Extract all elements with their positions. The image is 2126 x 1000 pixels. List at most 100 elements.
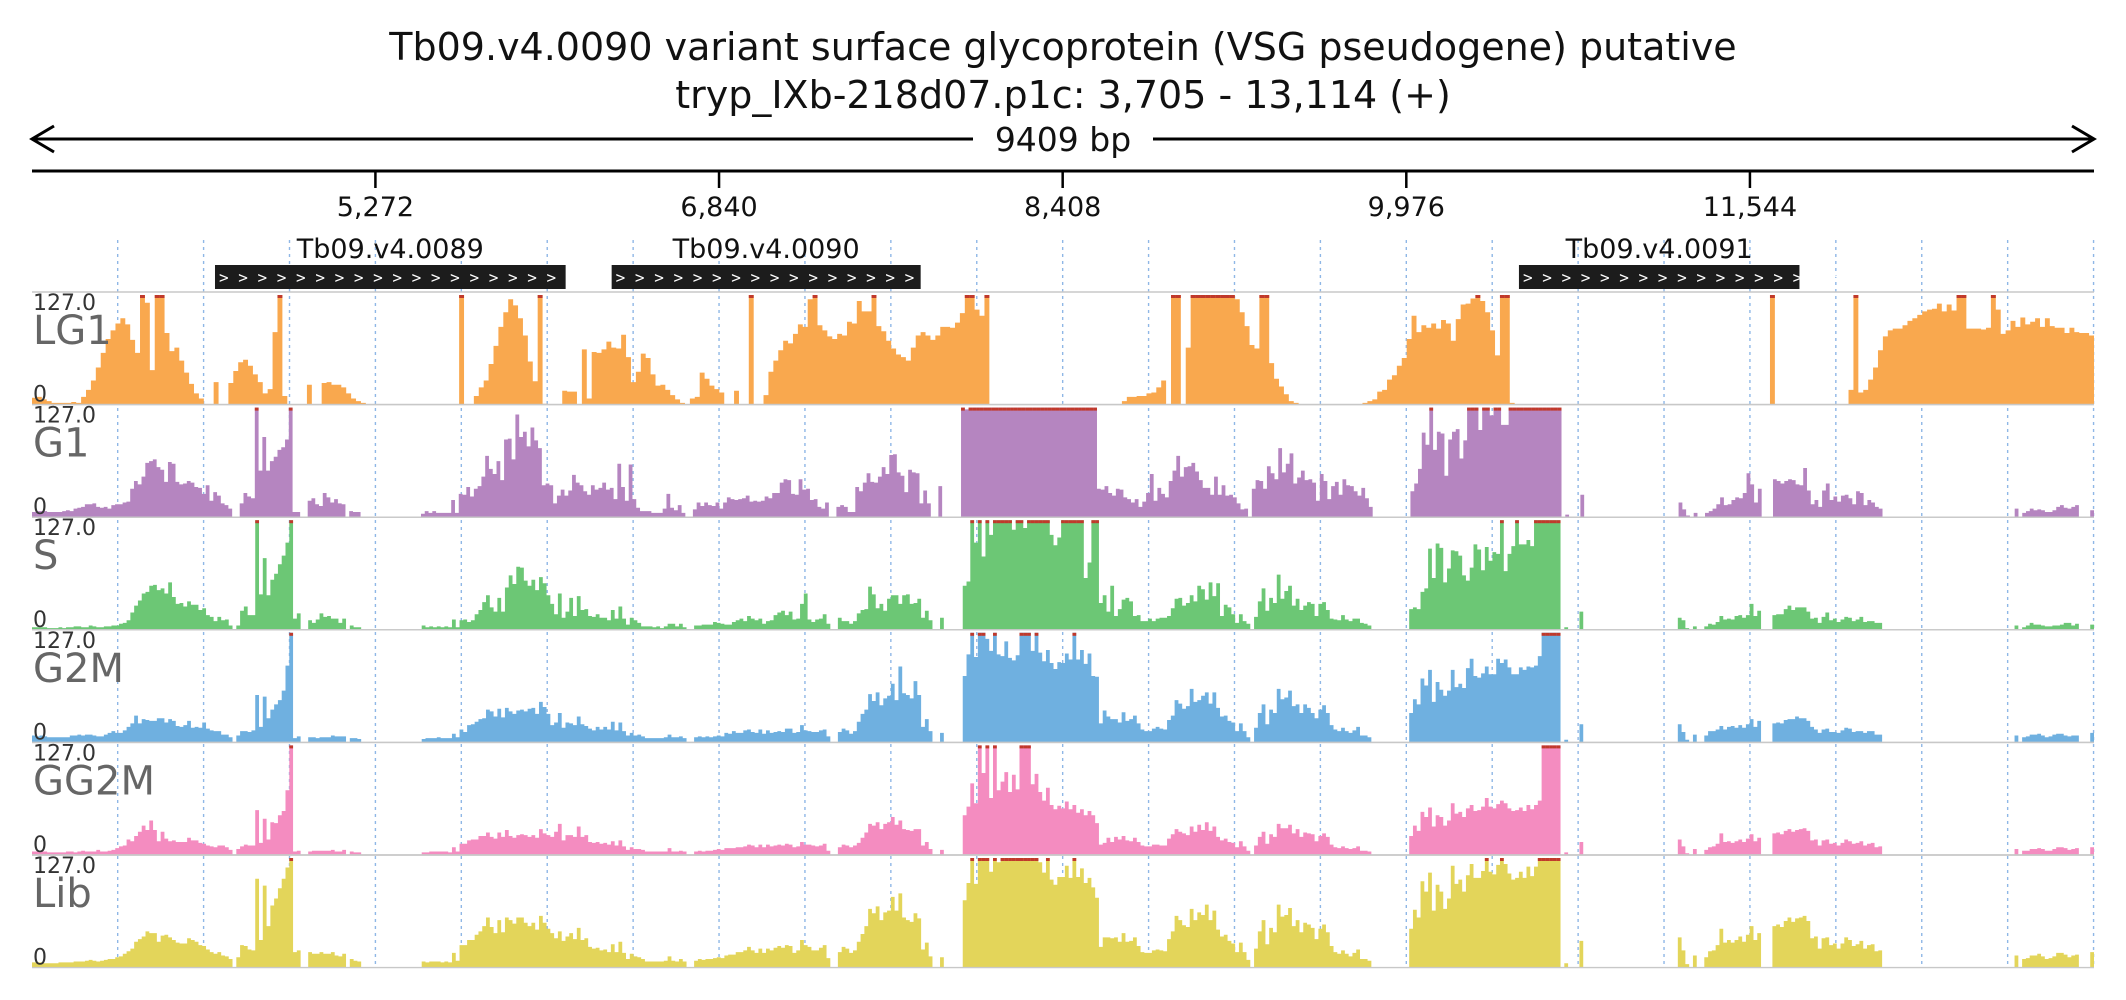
track-min-label: 0 <box>33 495 47 520</box>
clip-marker <box>1484 858 1489 861</box>
clip-marker <box>1549 745 1553 749</box>
clip-marker <box>1499 295 1505 298</box>
clip-marker <box>459 295 465 298</box>
clip-marker <box>1956 295 1962 298</box>
clip-marker <box>1034 520 1039 524</box>
clip-marker <box>1475 295 1481 298</box>
clip-marker <box>979 407 984 411</box>
clip-marker <box>1550 407 1554 411</box>
track-min-label: 0 <box>33 608 47 633</box>
clip-marker <box>289 632 294 636</box>
clip-marker <box>1000 858 1005 861</box>
clip-marker <box>812 295 818 298</box>
clip-marker <box>1552 520 1557 524</box>
clip-marker <box>1027 632 1031 636</box>
track-name-lib: Lib <box>33 871 92 917</box>
clip-marker <box>1061 520 1065 524</box>
track-max-label: 127.0 <box>33 404 96 429</box>
clip-marker <box>1023 858 1028 861</box>
clip-marker <box>1512 407 1517 411</box>
clip-marker <box>1015 520 1020 524</box>
track-max-label: 127.0 <box>33 854 96 879</box>
clip-marker <box>277 295 283 298</box>
clip-marker <box>970 858 975 861</box>
clip-marker <box>1085 407 1090 411</box>
clip-marker <box>1017 407 1022 411</box>
clip-marker <box>537 295 543 298</box>
clip-marker <box>969 295 975 298</box>
clip-marker <box>1556 520 1561 524</box>
clip-marker <box>977 632 982 636</box>
clip-marker <box>1080 520 1084 524</box>
clip-marker <box>1556 632 1561 636</box>
x-tick-label-3: 9,976 <box>1368 192 1445 223</box>
clip-marker <box>1523 407 1528 411</box>
gene-block-2[interactable] <box>1518 265 1800 289</box>
gene-block-0[interactable] <box>214 265 566 289</box>
clip-marker <box>1497 407 1502 411</box>
track-name-g2m: G2M <box>33 646 124 692</box>
clip-marker <box>995 407 999 411</box>
clip-marker <box>1072 632 1077 636</box>
clip-marker <box>1027 858 1031 861</box>
clip-marker <box>1032 407 1037 411</box>
track-g1: 127.0G1 0 <box>32 404 2094 520</box>
clip-marker <box>1961 295 1967 298</box>
clip-marker <box>1025 407 1030 411</box>
track-name-s: S <box>33 533 58 579</box>
clip-marker <box>140 295 145 298</box>
clip-marker <box>1556 745 1561 749</box>
clip-marker <box>289 520 294 524</box>
x-tick-label-4: 11,544 <box>1703 192 1797 223</box>
clip-marker <box>1019 745 1024 749</box>
clip-marker <box>1013 407 1018 411</box>
x-tick-label-1: 6,840 <box>680 192 757 223</box>
clip-marker <box>1000 520 1005 524</box>
clip-marker <box>1091 520 1096 524</box>
clip-marker <box>1034 632 1039 636</box>
clip-marker <box>255 520 260 524</box>
clip-marker <box>998 407 1003 411</box>
track-s: 127.0S 0 <box>32 516 2094 633</box>
coverage-area-g2m <box>32 632 2094 743</box>
clip-marker <box>1531 407 1536 411</box>
clip-marker <box>1541 520 1546 524</box>
track-min-label: 0 <box>33 833 47 858</box>
clip-marker <box>1095 520 1099 524</box>
clip-marker <box>977 745 982 749</box>
gene-strand-2: > > > > > > > > > > > > > > > > > <box>1523 268 1841 287</box>
clip-marker <box>1066 407 1071 411</box>
clip-marker <box>976 407 980 411</box>
clip-marker <box>1990 295 1996 298</box>
track-min-label: 0 <box>33 946 47 971</box>
clip-marker <box>1552 745 1557 749</box>
clip-marker <box>1220 295 1226 298</box>
clip-marker <box>254 407 259 411</box>
clip-marker <box>1499 858 1504 861</box>
clip-marker <box>1259 295 1265 298</box>
clip-marker <box>1011 858 1016 861</box>
gene-models: Tb09.v4.0089 > > > > > > > > > > > > > > … <box>214 234 1841 289</box>
coverage-area-gg2m <box>32 745 2094 855</box>
clip-marker <box>1553 407 1558 411</box>
clip-marker <box>1264 295 1270 298</box>
clip-marker <box>1004 520 1009 524</box>
clip-marker <box>1072 858 1077 861</box>
clip-marker <box>1055 407 1060 411</box>
clip-marker <box>1171 295 1176 298</box>
clip-marker <box>1557 407 1562 411</box>
clip-marker <box>1036 407 1041 411</box>
clip-marker <box>961 407 965 411</box>
clip-marker <box>1515 520 1519 524</box>
gene-block-1[interactable] <box>611 265 921 289</box>
clip-marker <box>1545 632 1550 636</box>
gene-label-0: Tb09.v4.0089 <box>296 234 484 265</box>
gene-strand-0: > > > > > > > > > > > > > > > > > > > > … <box>219 268 614 287</box>
chart-subtitle: tryp_IXb-218d07.p1c: 3,705 - 13,114 (+) <box>675 73 1451 117</box>
clip-marker <box>1200 295 1206 298</box>
clip-marker <box>1027 745 1031 749</box>
